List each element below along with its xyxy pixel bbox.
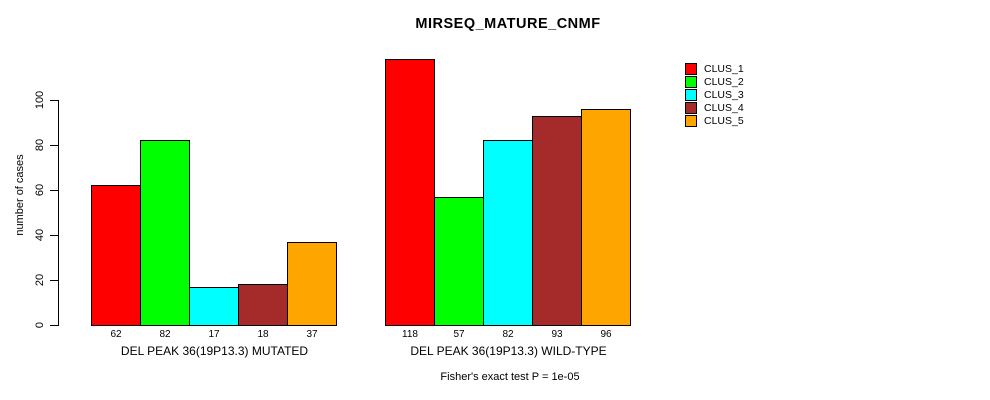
bar-clus_2 xyxy=(140,140,190,326)
bar-clus_5 xyxy=(287,242,337,326)
bar-value-label: 82 xyxy=(159,329,171,340)
bar-value-label: 18 xyxy=(257,329,269,340)
bar-value-label: 62 xyxy=(110,329,122,340)
bar-clus_5 xyxy=(581,109,631,326)
legend-item: CLUS_1 xyxy=(685,63,744,76)
legend-label: CLUS_5 xyxy=(704,114,744,127)
y-tick-mark xyxy=(50,145,58,146)
legend-item: CLUS_3 xyxy=(685,88,744,102)
y-tick-mark xyxy=(50,280,58,281)
y-tick-mark xyxy=(50,100,58,101)
bar-clus_4 xyxy=(238,284,288,326)
bar-value-label: 57 xyxy=(453,329,465,340)
legend-swatch-icon xyxy=(685,76,697,89)
y-axis-label: number of cases xyxy=(14,154,26,236)
bar-value-label: 37 xyxy=(306,329,318,340)
legend-swatch-icon xyxy=(685,101,697,114)
bar-value-label: 17 xyxy=(208,329,220,340)
y-tick-label: 100 xyxy=(34,90,46,110)
bar-clus_3 xyxy=(483,140,533,326)
bar-value-label: 96 xyxy=(600,329,612,340)
y-tick-label: 0 xyxy=(34,321,46,329)
bar-value-label: 118 xyxy=(402,329,418,340)
annotation-text: Fisher's exact test P = 1e-05 xyxy=(440,371,580,383)
bar-clus_1 xyxy=(91,185,141,326)
y-tick-mark xyxy=(50,190,58,191)
legend-swatch-icon xyxy=(685,63,697,76)
bar-value-label: 93 xyxy=(551,329,563,340)
bar-clus_2 xyxy=(434,197,484,326)
legend-swatch-icon xyxy=(685,88,697,101)
x-group-label: DEL PEAK 36(19P13.3) MUTATED xyxy=(120,344,309,358)
legend-item: CLUS_4 xyxy=(685,101,744,114)
y-tick-label: 60 xyxy=(34,183,46,197)
bar-value-label: 82 xyxy=(502,329,514,340)
y-tick-label: 20 xyxy=(34,273,46,287)
y-axis-line xyxy=(58,100,59,326)
legend-label: CLUS_3 xyxy=(704,88,744,101)
y-tick-label: 80 xyxy=(34,138,46,152)
y-tick-label: 40 xyxy=(34,228,46,242)
bar-clus_1 xyxy=(385,59,435,326)
legend-label: CLUS_1 xyxy=(704,63,744,76)
legend-item: CLUS_5 xyxy=(685,114,744,127)
chart-title: MIRSEQ_MATURE_CNMF xyxy=(415,16,601,32)
legend-label: CLUS_2 xyxy=(704,76,744,89)
y-tick-mark xyxy=(50,235,58,236)
bar-clus_4 xyxy=(532,116,582,326)
legend-item: CLUS_2 xyxy=(685,76,744,89)
bar-clus_3 xyxy=(189,287,239,326)
legend-label: CLUS_4 xyxy=(704,101,744,114)
y-tick-mark xyxy=(50,325,58,326)
legend: CLUS_1 CLUS_2 CLUS_3 CLUS_4 CLUS_5 xyxy=(685,63,744,127)
legend-swatch-icon xyxy=(685,114,697,127)
x-group-label: DEL PEAK 36(19P13.3) WILD-TYPE xyxy=(410,344,607,358)
